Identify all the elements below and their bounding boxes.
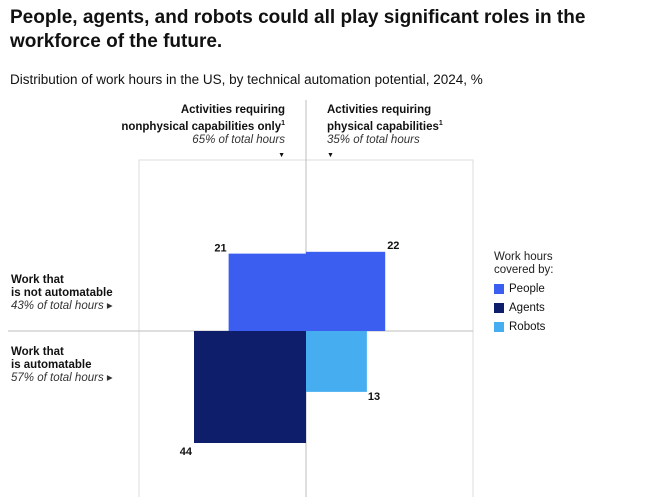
legend: Work hours covered by: People Agents Rob… bbox=[494, 251, 553, 334]
legend-swatch bbox=[494, 284, 504, 294]
bar-people-1 bbox=[306, 251, 386, 331]
subtitle-text: Distribution of work hours in the US, by… bbox=[10, 72, 468, 87]
legend-swatch bbox=[494, 303, 504, 313]
row-header-line1: Work that bbox=[11, 346, 64, 358]
row-header-not-automatable: Work that is not automatable 43% of tota… bbox=[11, 274, 113, 313]
column-share: 35% of total hours bbox=[327, 133, 420, 146]
column-header-line1: Activities requiring bbox=[180, 104, 285, 116]
subtitle-unit: % bbox=[470, 72, 483, 87]
row-header-line2: is not automatable bbox=[11, 287, 113, 299]
chart-title: People, agents, and robots could all pla… bbox=[10, 7, 586, 52]
legend-item-people: People bbox=[494, 282, 553, 296]
data-label: 44 bbox=[180, 446, 193, 458]
column-header-line2: nonphysical capabilities only1 bbox=[121, 120, 285, 133]
legend-title-line1: Work hours bbox=[494, 251, 553, 263]
column-share: 65% of total hours bbox=[192, 133, 285, 146]
row-share: 57% of total hours ▸ bbox=[11, 372, 113, 384]
legend-title-line2: covered by: bbox=[494, 264, 554, 276]
data-label: 13 bbox=[368, 391, 380, 403]
row-header-line2: is automatable bbox=[11, 359, 92, 371]
column-header-physical: Activities requiring physical capabiliti… bbox=[327, 104, 443, 162]
legend-item-robots: Robots bbox=[494, 320, 553, 334]
bar-people-0 bbox=[228, 253, 306, 331]
legend-label: People bbox=[509, 282, 545, 295]
down-arrow-icon: ▼ bbox=[327, 151, 334, 159]
data-label: 22 bbox=[387, 240, 399, 252]
chart-subtitle: Distribution of work hours in the US, by… bbox=[10, 72, 483, 87]
legend-label: Robots bbox=[509, 320, 546, 333]
legend-item-agents: Agents bbox=[494, 301, 553, 315]
column-header-nonphysical: Activities requiring nonphysical capabil… bbox=[121, 104, 285, 162]
down-arrow-icon: ▼ bbox=[278, 151, 285, 159]
column-header-line2: physical capabilities1 bbox=[327, 120, 443, 133]
column-header-line1: Activities requiring bbox=[327, 104, 432, 116]
row-share: 43% of total hours ▸ bbox=[11, 300, 113, 312]
legend-swatch bbox=[494, 322, 504, 332]
chart-marks: 21 22 44 13 bbox=[180, 240, 400, 458]
data-label: 21 bbox=[214, 243, 226, 255]
row-header-automatable: Work that is automatable 57% of total ho… bbox=[11, 346, 113, 385]
bar-agents-2 bbox=[194, 331, 306, 443]
row-header-line1: Work that bbox=[11, 274, 64, 286]
legend-label: Agents bbox=[509, 301, 545, 314]
bar-robots-3 bbox=[306, 331, 367, 392]
